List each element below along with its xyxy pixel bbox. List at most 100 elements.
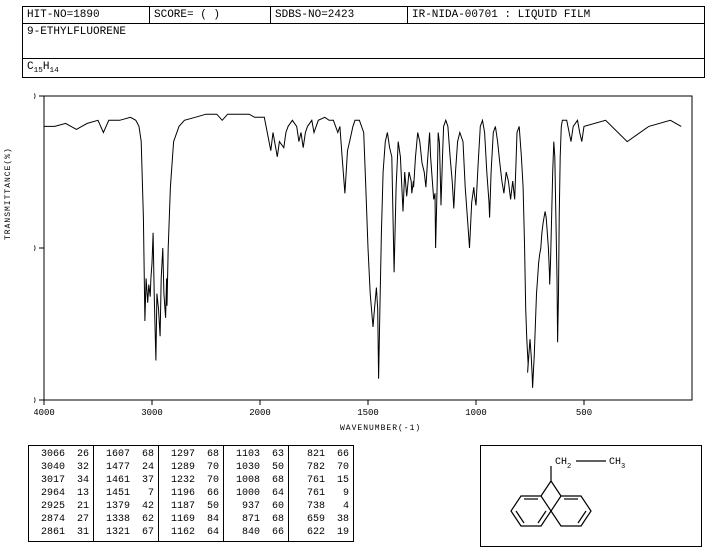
peak-transmittance: 24 <box>132 461 156 474</box>
peak-row: 129768 <box>161 448 221 461</box>
peak-row: 78270 <box>291 461 351 474</box>
peak-transmittance: 37 <box>132 474 156 487</box>
peak-wavenumber: 2861 <box>31 526 67 539</box>
peak-wavenumber: 1379 <box>96 500 132 513</box>
peak-transmittance: 21 <box>67 500 91 513</box>
peak-column: 821667827076115761973846593862219 <box>289 446 353 541</box>
peak-wavenumber: 3017 <box>31 474 67 487</box>
x-tick-label: 500 <box>576 408 592 418</box>
peak-row: 110363 <box>226 448 286 461</box>
peak-transmittance: 70 <box>197 474 221 487</box>
x-tick-label: 1000 <box>465 408 487 418</box>
peak-transmittance: 50 <box>262 461 286 474</box>
formula-row: C15H14 <box>23 59 704 77</box>
peak-column: 1297681289701232701196661187501169841162… <box>159 446 224 541</box>
peak-wavenumber: 1169 <box>161 513 197 526</box>
peak-wavenumber: 1008 <box>226 474 262 487</box>
y-tick-label: 100 <box>34 92 36 102</box>
peak-wavenumber: 821 <box>291 448 327 461</box>
peak-wavenumber: 1000 <box>226 487 262 500</box>
peak-row: 7384 <box>291 500 351 513</box>
peak-row: 128970 <box>161 461 221 474</box>
peak-transmittance: 31 <box>67 526 91 539</box>
peak-column: 110363103050100868100064937608716884066 <box>224 446 289 541</box>
peak-row: 286131 <box>31 526 91 539</box>
peak-row: 100868 <box>226 474 286 487</box>
formula: C15H14 <box>27 61 59 73</box>
peak-transmittance: 66 <box>197 487 221 500</box>
peak-row: 123270 <box>161 474 221 487</box>
peak-wavenumber: 761 <box>291 474 327 487</box>
peak-transmittance: 68 <box>132 448 156 461</box>
y-tick-label: 50 <box>34 244 36 254</box>
peak-wavenumber: 761 <box>291 487 327 500</box>
peak-wavenumber: 1196 <box>161 487 197 500</box>
peak-transmittance: 9 <box>327 487 351 500</box>
structure-box: CH2 CH3 <box>480 445 702 547</box>
peak-wavenumber: 2925 <box>31 500 67 513</box>
peak-wavenumber: 622 <box>291 526 327 539</box>
peak-wavenumber: 1187 <box>161 500 197 513</box>
peak-transmittance: 60 <box>262 500 286 513</box>
peak-wavenumber: 1477 <box>96 461 132 474</box>
header-box: HIT-NO=1890 SCORE= ( ) SDBS-NO=2423 IR-N… <box>22 6 705 78</box>
peak-transmittance: 38 <box>327 513 351 526</box>
peak-row: 306626 <box>31 448 91 461</box>
peak-transmittance: 19 <box>327 526 351 539</box>
peak-wavenumber: 1338 <box>96 513 132 526</box>
peak-wavenumber: 2874 <box>31 513 67 526</box>
peak-column: 1607681477241461371451713794213386213216… <box>94 446 159 541</box>
peak-transmittance: 70 <box>197 461 221 474</box>
peak-transmittance: 42 <box>132 500 156 513</box>
hit-no: HIT-NO=1890 <box>23 7 150 23</box>
x-tick-label: 2000 <box>249 408 271 418</box>
peak-transmittance: 64 <box>197 526 221 539</box>
peak-transmittance: 50 <box>197 500 221 513</box>
peak-row: 62219 <box>291 526 351 539</box>
peak-row: 65938 <box>291 513 351 526</box>
peak-row: 100064 <box>226 487 286 500</box>
peak-wavenumber: 3040 <box>31 461 67 474</box>
peak-transmittance: 67 <box>132 526 156 539</box>
peak-wavenumber: 1321 <box>96 526 132 539</box>
peak-row: 103050 <box>226 461 286 474</box>
peak-transmittance: 4 <box>327 500 351 513</box>
peak-transmittance: 34 <box>67 474 91 487</box>
sdbs-no: SDBS-NO=2423 <box>271 7 408 23</box>
peak-row: 287427 <box>31 513 91 526</box>
peak-row: 132167 <box>96 526 156 539</box>
ir-info: IR-NIDA-00701 : LIQUID FILM <box>408 7 704 23</box>
peak-wavenumber: 1103 <box>226 448 262 461</box>
peak-row: 160768 <box>96 448 156 461</box>
peak-row: 116984 <box>161 513 221 526</box>
peak-column: 3066263040323017342964132925212874272861… <box>29 446 94 541</box>
peak-row: 119666 <box>161 487 221 500</box>
peak-transmittance: 84 <box>197 513 221 526</box>
peak-row: 292521 <box>31 500 91 513</box>
y-axis-label: TRANSMITTANCE(%) <box>4 147 13 240</box>
x-axis-label: WAVENUMBER(-1) <box>340 424 421 433</box>
x-tick-label: 1500 <box>357 408 379 418</box>
peak-transmittance: 7 <box>132 487 156 500</box>
peak-transmittance: 26 <box>67 448 91 461</box>
peak-transmittance: 15 <box>327 474 351 487</box>
structure-svg: CH2 CH3 <box>481 446 701 546</box>
peak-wavenumber: 937 <box>226 500 262 513</box>
peak-wavenumber: 871 <box>226 513 262 526</box>
peak-wavenumber: 1451 <box>96 487 132 500</box>
spectrum-chart: 40003000200015001000500050100 <box>34 92 698 422</box>
peak-transmittance: 64 <box>262 487 286 500</box>
peak-row: 146137 <box>96 474 156 487</box>
peak-wavenumber: 2964 <box>31 487 67 500</box>
ch2-label: CH2 <box>555 457 571 471</box>
peak-row: 133862 <box>96 513 156 526</box>
peak-transmittance: 27 <box>67 513 91 526</box>
peak-row: 116264 <box>161 526 221 539</box>
peak-wavenumber: 1232 <box>161 474 197 487</box>
peak-transmittance: 70 <box>327 461 351 474</box>
peak-wavenumber: 1297 <box>161 448 197 461</box>
header-row1: HIT-NO=1890 SCORE= ( ) SDBS-NO=2423 IR-N… <box>23 7 704 24</box>
peak-row: 137942 <box>96 500 156 513</box>
peak-row: 87168 <box>226 513 286 526</box>
x-tick-label: 3000 <box>141 408 163 418</box>
